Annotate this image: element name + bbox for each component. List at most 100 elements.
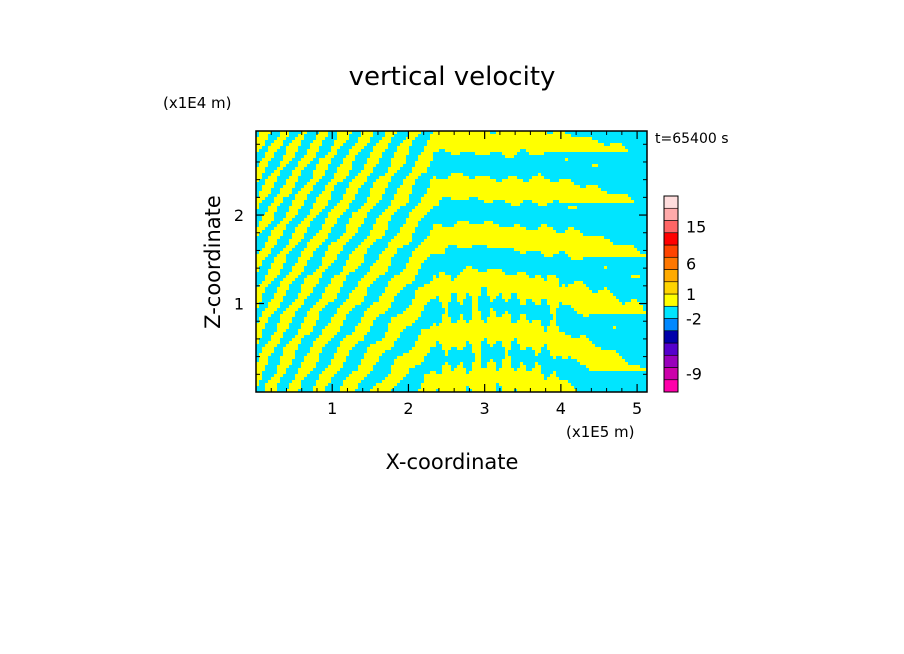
field-cell	[442, 368, 451, 371]
field-cell	[376, 143, 388, 146]
field-cell	[256, 335, 262, 338]
field-cell	[379, 140, 391, 143]
field-cell	[490, 296, 496, 299]
field-cell	[535, 362, 538, 365]
field-cell	[385, 173, 394, 176]
field-cell	[265, 212, 274, 215]
field-cell	[460, 314, 463, 317]
field-cell	[433, 224, 442, 227]
field-cell	[346, 155, 355, 158]
field-cell	[367, 197, 382, 200]
field-cell	[268, 305, 280, 308]
field-cell	[298, 368, 313, 371]
field-cell	[316, 200, 328, 203]
field-cell	[472, 305, 478, 308]
field-cell	[280, 317, 292, 320]
field-cell	[280, 221, 289, 224]
field-cell	[346, 230, 358, 233]
field-cell	[379, 176, 391, 179]
field-cell	[304, 218, 313, 221]
field-cell	[517, 389, 577, 392]
colorbar-swatch	[663, 342, 679, 356]
field-cell	[334, 206, 349, 209]
field-cell	[499, 368, 514, 371]
field-cell	[259, 131, 271, 134]
field-cell	[277, 329, 286, 332]
field-cell	[514, 248, 637, 251]
field-cell	[547, 329, 559, 332]
field-cell	[397, 314, 421, 317]
colorbar-swatch	[663, 305, 679, 319]
field-cell	[427, 191, 607, 194]
field-cell	[325, 251, 340, 254]
field-cell	[502, 296, 511, 299]
field-cell	[547, 299, 619, 302]
field-cell	[451, 197, 469, 200]
field-cell	[580, 362, 628, 365]
field-cell	[358, 245, 370, 248]
field-cell	[310, 347, 322, 350]
x-tick-label: 2	[403, 399, 413, 418]
field-cell	[268, 380, 280, 383]
field-cell	[262, 218, 274, 221]
field-cell	[541, 251, 559, 254]
x-axis-label: X-coordinate	[386, 450, 519, 474]
field-cell	[271, 203, 280, 206]
field-cell	[364, 167, 373, 170]
field-cell	[349, 221, 364, 224]
field-cell	[259, 317, 268, 320]
field-cell	[337, 167, 352, 170]
field-cell	[262, 158, 271, 161]
field-cell	[604, 287, 607, 290]
field-cell	[283, 278, 295, 281]
field-cell	[340, 386, 358, 389]
field-cell	[535, 365, 541, 368]
field-cell	[439, 299, 451, 302]
field-cell	[289, 383, 301, 386]
field-cell	[313, 272, 322, 275]
field-cell	[397, 146, 409, 149]
field-cell	[256, 332, 262, 335]
field-cell	[508, 176, 517, 179]
y-axis-label: Z-coordinate	[201, 195, 225, 329]
field-cell	[472, 317, 481, 320]
field-cell	[343, 266, 358, 269]
field-cell	[472, 311, 481, 314]
field-cell	[346, 191, 358, 194]
field-cell	[349, 152, 358, 155]
field-cell	[310, 239, 325, 242]
field-cell	[487, 365, 496, 368]
field-cell	[280, 362, 292, 365]
field-cell	[520, 317, 526, 320]
field-cell	[415, 161, 430, 164]
field-cell	[304, 278, 319, 281]
field-cell	[268, 149, 277, 152]
field-cell	[274, 200, 283, 203]
field-cell	[412, 209, 430, 212]
field-cell	[337, 134, 349, 137]
field-cell	[373, 185, 388, 188]
field-cell	[403, 140, 412, 143]
field-cell	[256, 146, 262, 149]
field-cell	[271, 266, 283, 269]
field-cell	[346, 263, 361, 266]
field-cell	[385, 131, 397, 134]
field-cell	[439, 323, 541, 326]
colorbar-swatch	[663, 318, 679, 332]
field-cell	[433, 278, 451, 281]
field-cell	[340, 305, 355, 308]
field-cell	[367, 161, 379, 164]
field-cell	[298, 371, 310, 374]
field-cell	[349, 254, 364, 257]
field-cell	[505, 155, 514, 158]
field-cell	[259, 194, 268, 197]
field-cell	[268, 269, 280, 272]
field-cell	[343, 197, 355, 200]
field-cell	[388, 167, 400, 170]
field-cell	[370, 188, 385, 191]
field-cell	[286, 308, 298, 311]
field-cell	[520, 344, 544, 347]
field-cell	[457, 275, 529, 278]
field-cell	[418, 158, 433, 161]
field-cell	[472, 344, 481, 347]
